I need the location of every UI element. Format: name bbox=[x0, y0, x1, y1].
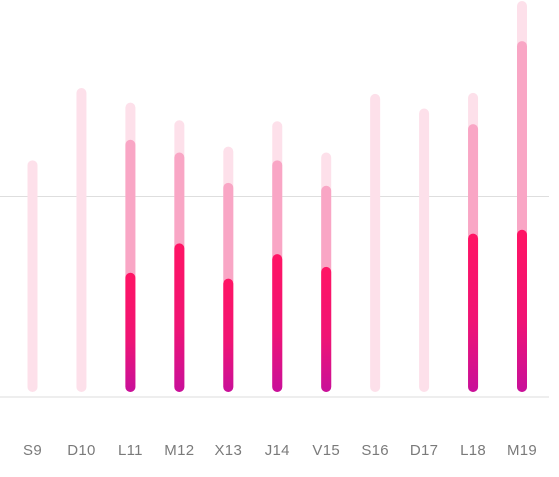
bar-series bbox=[27, 1, 527, 393]
bar-V15-layer-3 bbox=[321, 266, 332, 392]
x-tick-label-S16: S16 bbox=[361, 442, 389, 459]
x-axis-tick-labels: S9 D10 L11 M12 X13 J14 V15 S16 D17 L18 M19 bbox=[23, 442, 537, 459]
x-tick-label-D10: D10 bbox=[67, 442, 95, 459]
x-tick-label-J14: J14 bbox=[265, 442, 290, 459]
bar-M12-layer-3 bbox=[174, 243, 185, 392]
bar-S9-layer-1 bbox=[27, 160, 38, 392]
bar-D17-layer-1 bbox=[419, 108, 430, 393]
x-tick-label-X13: X13 bbox=[215, 442, 243, 459]
x-tick-label-M12: M12 bbox=[164, 442, 194, 459]
bar-X13-layer-3 bbox=[223, 278, 234, 392]
bar-J14-layer-3 bbox=[272, 254, 283, 392]
x-tick-label-S9: S9 bbox=[23, 442, 42, 459]
bar-L11-layer-3 bbox=[125, 272, 136, 392]
bar-L18-layer-3 bbox=[468, 233, 479, 392]
x-tick-label-L18: L18 bbox=[460, 442, 486, 459]
x-tick-label-V15: V15 bbox=[312, 442, 340, 459]
x-tick-label-D17: D17 bbox=[410, 442, 438, 459]
bar-S16-layer-1 bbox=[370, 93, 381, 393]
x-tick-label-L11: L11 bbox=[118, 442, 143, 459]
x-tick-label-M19: M19 bbox=[507, 442, 537, 459]
bar-D10-layer-1 bbox=[76, 87, 87, 392]
bar-M19-layer-3 bbox=[517, 229, 527, 392]
